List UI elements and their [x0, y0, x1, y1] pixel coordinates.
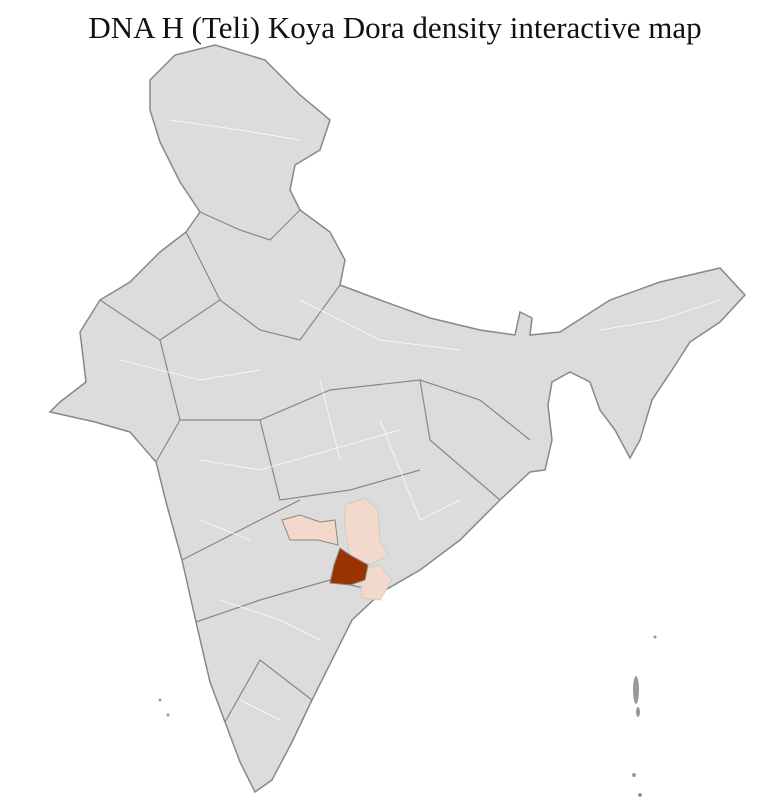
district-borders: [119, 119, 721, 721]
andaman-nicobar-islands[interactable]: [632, 635, 657, 798]
density-regions[interactable]: [281, 497, 393, 601]
map-title: DNA H (Teli) Koya Dora density interacti…: [88, 10, 702, 45]
state-borders: [99, 209, 531, 723]
region-low-density-1[interactable]: [281, 514, 339, 546]
region-high-density[interactable]: [329, 547, 369, 586]
region-low-density-2[interactable]: [344, 497, 389, 566]
region-low-density-3[interactable]: [359, 564, 393, 601]
india-landmass[interactable]: [48, 44, 747, 794]
lakshadweep-islands[interactable]: [158, 698, 170, 717]
